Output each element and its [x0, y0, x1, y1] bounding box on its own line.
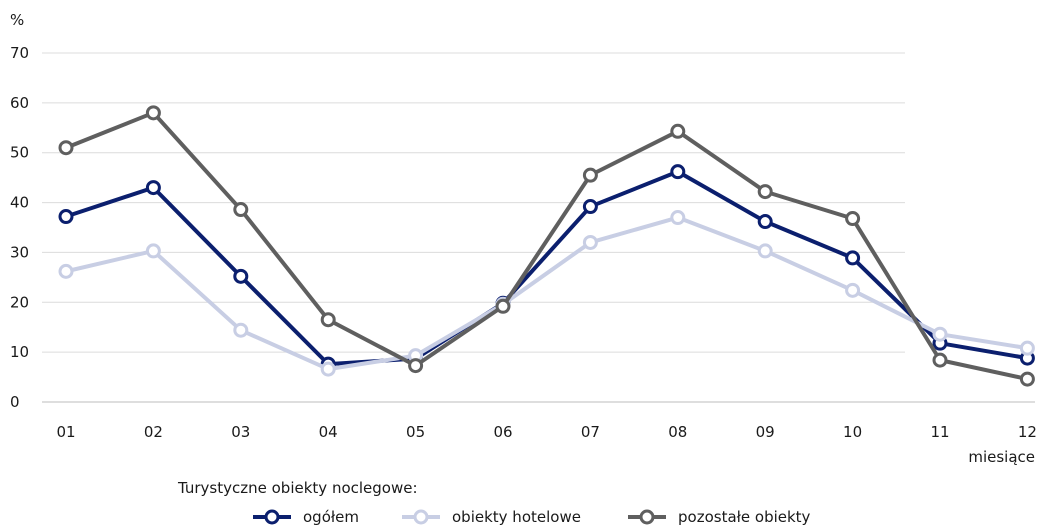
x-tick-label: 02 [144, 423, 163, 441]
data-point [670, 164, 686, 180]
gridlines [42, 52, 1035, 403]
y-tick-label: 0 [10, 393, 20, 411]
legend-label: obiekty hotelowe [452, 508, 581, 526]
y-axis-unit-label: % [10, 11, 24, 29]
x-tick-label: 01 [56, 423, 75, 441]
data-point [932, 352, 948, 368]
x-tick-label: 06 [493, 423, 512, 441]
data-point [757, 214, 773, 230]
data-point [408, 358, 424, 374]
data-point [932, 326, 948, 342]
x-tick-label: 05 [406, 423, 425, 441]
data-point [1019, 340, 1035, 356]
data-point [845, 211, 861, 227]
y-tick-label: 40 [10, 194, 29, 212]
series-line [65, 215, 1028, 372]
x-tick-label: 07 [581, 423, 600, 441]
legend: Turystyczne obiekty noclegowe: ogółem obi… [177, 479, 811, 526]
x-axis-ticks: 01 02 03 04 05 06 07 08 09 10 11 12 [56, 423, 1036, 441]
series-1 [58, 210, 1035, 377]
legend-swatch-marker [264, 509, 280, 525]
data-point [670, 210, 686, 226]
x-tick-label: 11 [930, 423, 949, 441]
data-point [233, 202, 249, 218]
legend-entry: ogółem [253, 508, 359, 526]
y-tick-label: 50 [10, 144, 29, 162]
data-point [1019, 371, 1035, 387]
data-point [145, 180, 161, 196]
y-tick-label: 10 [10, 343, 29, 361]
data-point [320, 361, 336, 377]
data-point [233, 322, 249, 338]
data-point [233, 268, 249, 284]
x-tick-label: 09 [756, 423, 775, 441]
data-point [670, 123, 686, 139]
data-point [582, 234, 598, 250]
legend-entry: pozostałe obiekty [628, 508, 811, 526]
data-point [757, 243, 773, 259]
data-point [845, 282, 861, 298]
legend-label: pozostałe obiekty [678, 508, 811, 526]
data-point [58, 263, 74, 279]
x-tick-label: 12 [1018, 423, 1037, 441]
data-point [757, 184, 773, 200]
data-point [582, 199, 598, 215]
x-tick-label: 08 [668, 423, 687, 441]
series-group [58, 105, 1035, 387]
x-tick-label: 10 [843, 423, 862, 441]
legend-title: Turystyczne obiekty noclegowe: [177, 479, 418, 497]
data-point [145, 105, 161, 121]
data-point [145, 243, 161, 259]
y-axis-ticks: 0 10 20 30 40 50 60 70 [10, 44, 29, 411]
data-point [845, 250, 861, 266]
data-point [582, 167, 598, 183]
y-tick-label: 20 [10, 293, 29, 311]
legend-label: ogółem [303, 508, 359, 526]
y-tick-label: 70 [10, 44, 29, 62]
x-tick-label: 04 [319, 423, 338, 441]
legend-swatch-marker [413, 509, 429, 525]
y-tick-label: 60 [10, 94, 29, 112]
x-axis-title: miesiące [968, 448, 1035, 466]
data-point [58, 209, 74, 225]
series-line [65, 110, 1028, 382]
data-point [320, 312, 336, 328]
legend-swatch-marker [639, 509, 655, 525]
legend-entry: obiekty hotelowe [402, 508, 581, 526]
y-tick-label: 30 [10, 243, 29, 261]
series-0 [58, 164, 1035, 372]
data-point [58, 140, 74, 156]
series-line [65, 169, 1028, 367]
x-tick-label: 03 [231, 423, 250, 441]
data-point [495, 298, 511, 314]
series-2 [58, 105, 1035, 387]
